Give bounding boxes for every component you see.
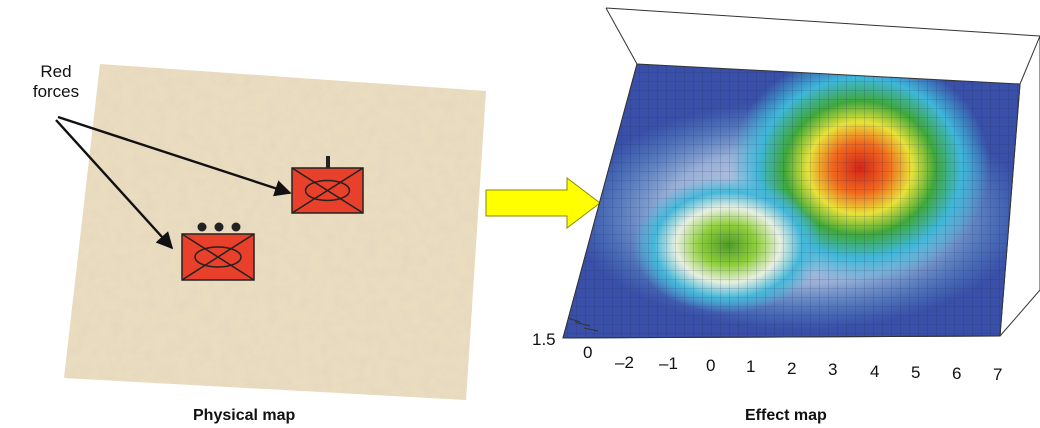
red-forces-label-line1: Red (26, 62, 86, 82)
effect-map-caption: Effect map (745, 407, 827, 425)
red-forces-label-line2: forces (26, 82, 86, 102)
x-axis-tick-label: 4 (870, 362, 879, 382)
effect-map-surface (540, 50, 1040, 350)
x-axis-tick-label: 5 (911, 363, 920, 383)
x-axis-tick-label: 7 (993, 365, 1002, 385)
red-forces-label: Red forces (26, 62, 86, 102)
transform-arrow (486, 178, 600, 228)
physical-map-caption: Physical map (193, 407, 295, 425)
x-axis-tick-label: 2 (787, 359, 796, 379)
z-axis-tick-label: 1.5 (532, 330, 556, 350)
z-axis-zero-label: 0 (583, 343, 592, 363)
x-axis-tick-label: 0 (706, 356, 715, 376)
x-axis-tick-label: 3 (828, 360, 837, 380)
x-axis-tick-label: –2 (615, 353, 634, 373)
physical-map-terrain (64, 64, 486, 400)
x-axis-tick-label: 6 (952, 364, 961, 384)
x-axis-tick-label: 1 (746, 357, 755, 377)
x-axis-tick-label: –1 (659, 354, 678, 374)
